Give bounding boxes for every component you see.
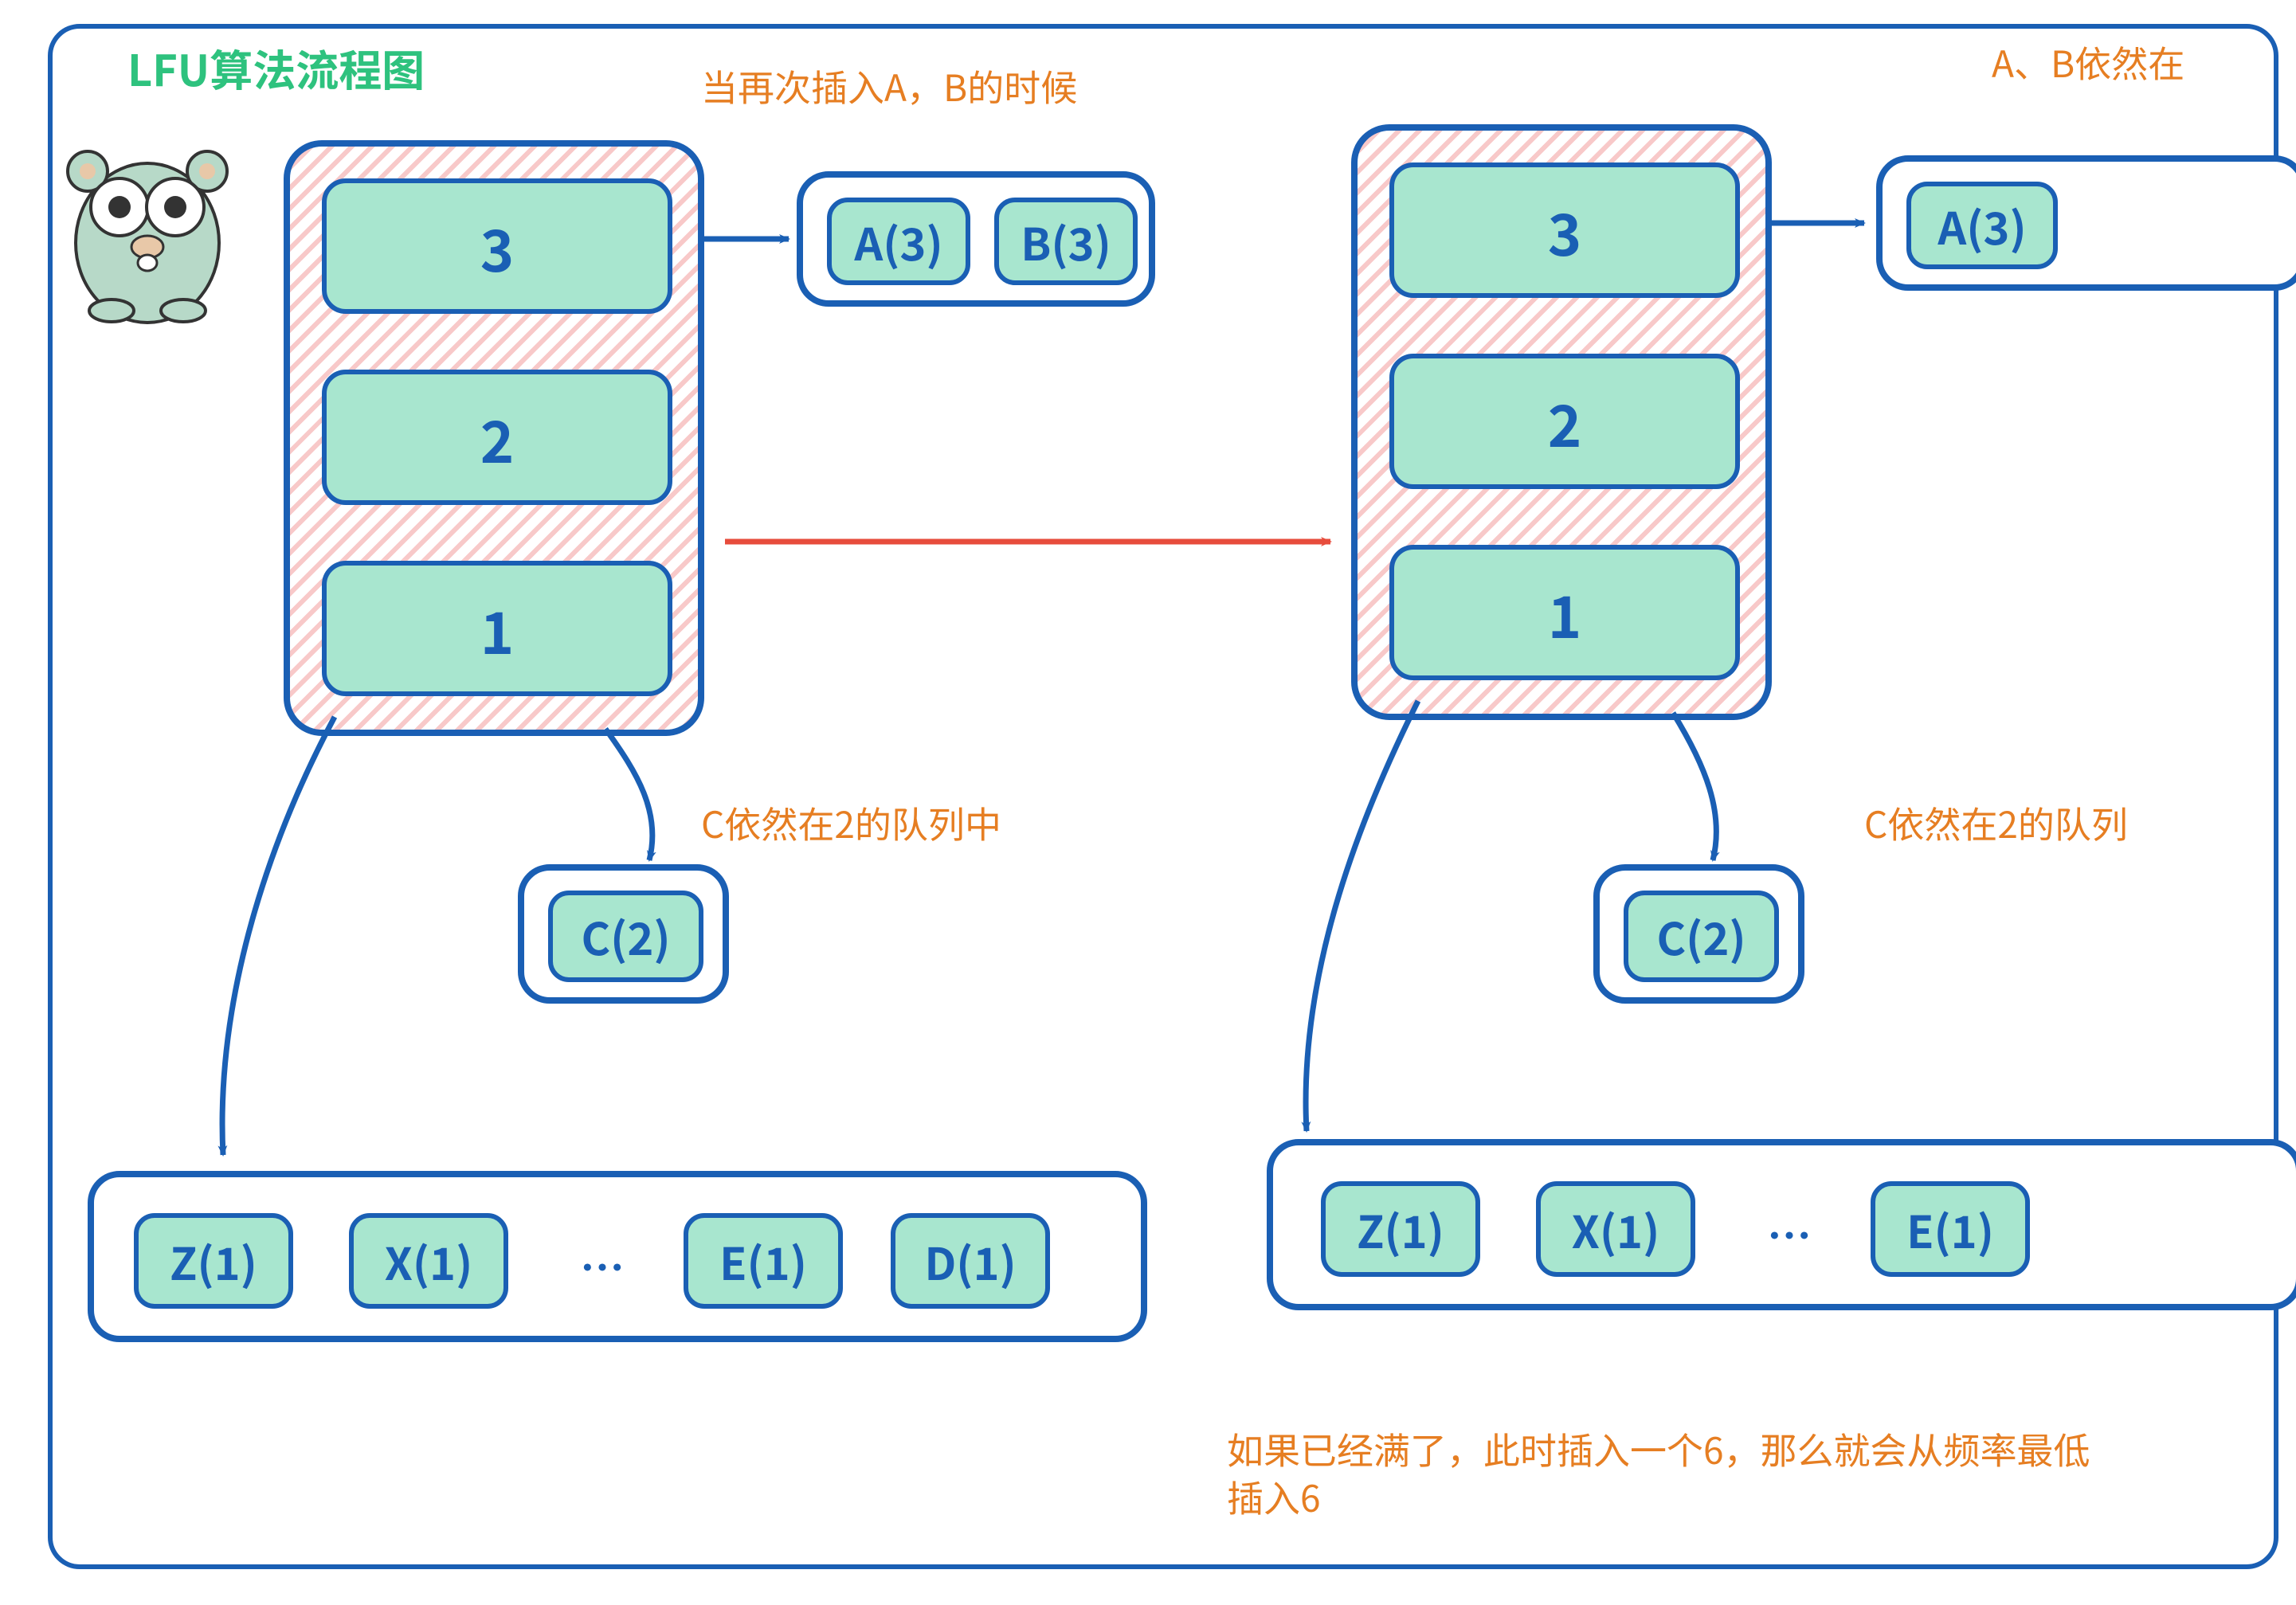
node-b3-left: B(3) [994,198,1138,285]
node-x1-left: X(1) [349,1213,508,1309]
label-top-left: 当再次插入A，B的时候 [701,60,1077,112]
freq-node-3-left: 3 [322,178,672,314]
ellipsis-right: … [1767,1201,1812,1266]
freq-node-1-right: 1 [1389,545,1740,680]
list-box-freq2-right: C(2) [1593,864,1804,1004]
node-e1-right: E(1) [1871,1181,2030,1277]
node-e1-left: E(1) [684,1213,843,1309]
diagram-title: LFU算法流程图 [127,36,425,99]
label-bottom: 如果已经满了，此时插入一个6，那么就会从频率最低 插入6 [1227,1426,2090,1521]
node-z1-right: Z(1) [1321,1181,1480,1277]
list-box-freq1-left: Z(1) X(1) … E(1) D(1) [88,1171,1147,1342]
freq-node-2-left: 2 [322,370,672,505]
freq-stack-right: 3 2 1 [1354,127,1769,717]
freq-node-1-left: 1 [322,561,672,696]
node-c2-left: C(2) [548,891,703,982]
node-a3-right: A(3) [1906,182,2058,269]
node-x1-right: X(1) [1536,1181,1695,1277]
ellipsis-left: … [580,1233,625,1298]
node-a3-left: A(3) [827,198,970,285]
list-box-freq2-left: C(2) [518,864,729,1004]
label-mid-left: C依然在2的队列中 [701,797,1001,849]
label-mid-right: C依然在2的队列 [1864,797,2128,849]
node-c2-right: C(2) [1624,891,1779,982]
freq-stack-left: 3 2 1 [287,143,701,733]
gopher-mascot [64,131,231,331]
freq-node-3-right: 3 [1389,162,1740,298]
node-z1-left: Z(1) [134,1213,293,1309]
list-box-freq3-left: A(3) B(3) [797,171,1155,307]
node-d1-left: D(1) [891,1213,1050,1309]
freq-node-2-right: 2 [1389,354,1740,489]
list-box-freq1-right: Z(1) X(1) … E(1) [1267,1139,2296,1310]
list-box-freq3-right: A(3) [1876,155,2296,291]
label-top-right: A、B依然在 [1992,36,2184,88]
